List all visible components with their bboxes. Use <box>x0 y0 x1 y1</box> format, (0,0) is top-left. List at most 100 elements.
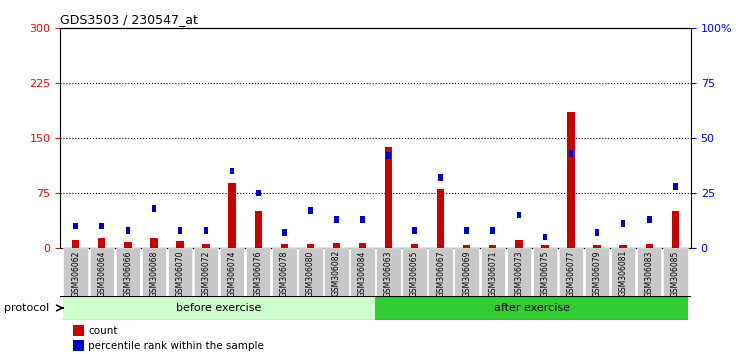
Text: GSM306065: GSM306065 <box>410 250 419 297</box>
Bar <box>282 229 287 236</box>
Text: GSM306069: GSM306069 <box>462 250 471 297</box>
Bar <box>125 227 130 234</box>
Bar <box>439 174 443 181</box>
Text: GSM306064: GSM306064 <box>98 250 107 297</box>
Bar <box>334 216 339 223</box>
Bar <box>386 152 391 159</box>
Bar <box>350 248 375 296</box>
Bar <box>333 244 340 248</box>
Text: GSM306081: GSM306081 <box>619 250 628 296</box>
Bar <box>167 248 192 296</box>
Bar <box>204 227 209 234</box>
Bar <box>673 183 677 190</box>
Bar <box>515 240 523 248</box>
Text: GSM306082: GSM306082 <box>332 250 341 296</box>
Text: GSM306080: GSM306080 <box>306 250 315 297</box>
Bar <box>517 212 521 218</box>
Bar <box>73 340 84 352</box>
Bar <box>256 190 261 196</box>
Bar <box>411 244 418 248</box>
Bar <box>611 248 635 296</box>
Bar <box>620 245 627 248</box>
Bar <box>89 248 114 296</box>
Text: percentile rank within the sample: percentile rank within the sample <box>89 341 264 351</box>
Bar <box>569 150 573 157</box>
Bar <box>116 248 140 296</box>
Bar <box>230 168 234 174</box>
Text: GSM306068: GSM306068 <box>149 250 158 297</box>
Text: GSM306084: GSM306084 <box>358 250 367 297</box>
Text: before exercise: before exercise <box>176 303 262 313</box>
Text: GSM306074: GSM306074 <box>228 250 237 297</box>
Bar <box>671 211 679 248</box>
Text: GSM306071: GSM306071 <box>488 250 497 297</box>
Text: GSM306079: GSM306079 <box>593 250 602 297</box>
Bar <box>150 238 158 248</box>
Bar <box>437 189 445 248</box>
Bar <box>152 205 156 212</box>
Bar <box>463 245 470 248</box>
Bar <box>647 216 652 223</box>
Bar <box>559 248 584 296</box>
Bar <box>64 248 88 296</box>
Bar <box>541 245 548 248</box>
Bar <box>124 242 131 248</box>
Bar <box>593 245 601 248</box>
Bar <box>595 229 599 236</box>
Bar <box>428 248 453 296</box>
Text: GSM306078: GSM306078 <box>280 250 289 297</box>
Bar <box>454 248 479 296</box>
Bar <box>220 248 244 296</box>
Bar <box>376 248 401 296</box>
Bar <box>255 211 262 248</box>
Bar <box>532 248 557 296</box>
Bar <box>99 223 104 229</box>
Bar <box>246 248 270 296</box>
Text: protocol: protocol <box>4 303 49 313</box>
Bar <box>324 248 348 296</box>
Bar <box>308 207 312 214</box>
Bar <box>306 244 314 248</box>
Bar <box>228 183 236 248</box>
Bar <box>542 234 547 240</box>
Bar <box>481 248 505 296</box>
Text: GSM306073: GSM306073 <box>514 250 523 297</box>
Bar <box>412 227 417 234</box>
Text: GSM306067: GSM306067 <box>436 250 445 297</box>
Text: GSM306070: GSM306070 <box>176 250 185 297</box>
Bar <box>376 296 689 320</box>
Bar <box>567 113 575 248</box>
Bar <box>646 244 653 248</box>
Bar <box>385 147 392 248</box>
Text: GSM306076: GSM306076 <box>254 250 263 297</box>
Bar <box>585 248 609 296</box>
Bar <box>98 238 105 248</box>
Text: GDS3503 / 230547_at: GDS3503 / 230547_at <box>60 13 198 26</box>
Text: GSM306077: GSM306077 <box>566 250 575 297</box>
Bar <box>272 248 297 296</box>
Text: GSM306072: GSM306072 <box>201 250 210 297</box>
Bar <box>176 241 184 248</box>
Bar <box>73 325 84 336</box>
Bar <box>403 248 427 296</box>
Bar <box>359 244 366 248</box>
Bar <box>62 296 376 320</box>
Bar <box>194 248 219 296</box>
Text: GSM306085: GSM306085 <box>671 250 680 297</box>
Bar <box>490 227 495 234</box>
Bar <box>72 240 80 248</box>
Bar <box>637 248 662 296</box>
Bar <box>203 244 210 248</box>
Text: after exercise: after exercise <box>494 303 570 313</box>
Text: GSM306062: GSM306062 <box>71 250 80 297</box>
Bar <box>464 227 469 234</box>
Bar <box>507 248 531 296</box>
Text: GSM306083: GSM306083 <box>644 250 653 297</box>
Bar <box>281 244 288 248</box>
Bar <box>360 216 365 223</box>
Text: GSM306075: GSM306075 <box>541 250 550 297</box>
Bar <box>489 245 496 248</box>
Bar <box>663 248 687 296</box>
Text: count: count <box>89 326 118 336</box>
Bar <box>178 227 182 234</box>
